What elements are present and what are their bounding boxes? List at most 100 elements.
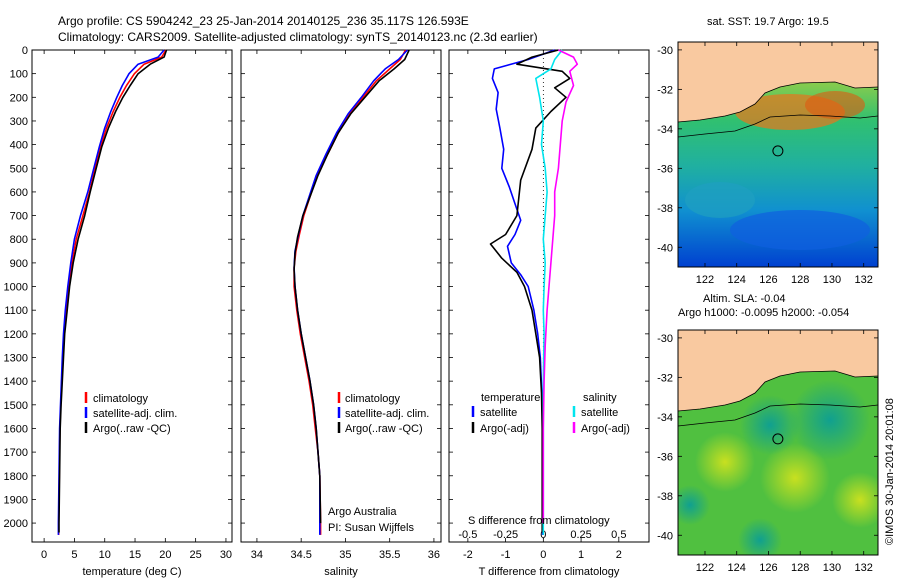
legend-label-t-argo: Argo(-adj) bbox=[480, 423, 529, 435]
x-tick-label: 15 bbox=[129, 549, 141, 561]
depth-tick-label: 500 bbox=[10, 163, 28, 175]
sst-map-ticks: -30 -32 -34 -36 -38 -40 122 124 126 128 130 132 bbox=[657, 42, 878, 286]
lon-tick-label: 122 bbox=[696, 562, 714, 574]
legend-label-climatology: climatology bbox=[345, 393, 401, 405]
series-line-argo-raw-qc- bbox=[293, 49, 410, 524]
header-line-1: Argo profile: CS 5904242_23 25-Jan-2014 … bbox=[58, 14, 469, 28]
series-line-s-argo-adj- bbox=[542, 49, 579, 524]
s-tick-label: -0.5 bbox=[458, 529, 477, 541]
sla-shelf-contour bbox=[678, 403, 878, 427]
x-tick-label: 30 bbox=[220, 549, 232, 561]
sla-high-anomaly bbox=[760, 443, 830, 513]
depth-tick-label: 1900 bbox=[4, 494, 28, 506]
depth-tick-label: 2000 bbox=[4, 518, 28, 530]
sla-low-anomaly bbox=[738, 518, 782, 555]
sst-shelf-contour bbox=[678, 114, 878, 138]
sst-map-title: sat. SST: 19.7 Argo: 19.5 bbox=[707, 16, 829, 28]
series-line-t-satellite bbox=[491, 49, 555, 535]
difference-legend: temperature salinity satellite Argo(-adj… bbox=[471, 392, 630, 435]
temperature-legend: climatology satellite-adj. clim. Argo(..… bbox=[84, 392, 177, 435]
lon-tick-label: 126 bbox=[759, 562, 777, 574]
lon-tick-label: 130 bbox=[823, 274, 841, 286]
depth-tick-label: 1500 bbox=[4, 400, 28, 412]
sst-cool-patch bbox=[730, 210, 870, 250]
depth-tick-label: 400 bbox=[10, 140, 28, 152]
sst-land bbox=[678, 42, 878, 122]
depth-tick-label: 1200 bbox=[4, 329, 28, 341]
sla-high-anomaly bbox=[832, 472, 878, 528]
depth-tick-label: 1300 bbox=[4, 353, 28, 365]
depth-tick-label: 800 bbox=[10, 234, 28, 246]
salinity-axes bbox=[240, 49, 442, 543]
header-line-2: Climatology: CARS2009. Satellite-adjuste… bbox=[58, 30, 538, 44]
sla-map-frame bbox=[677, 329, 879, 556]
imos-watermark: ©IMOS 30-Jan-2014 20:01:08 bbox=[884, 398, 896, 545]
lon-tick-label: 124 bbox=[728, 562, 746, 574]
s-tick-label: -0.25 bbox=[493, 529, 518, 541]
salinity-chart: 34 34.5 35 35.5 36 salinity bbox=[241, 49, 441, 578]
depth-tick-label: 1600 bbox=[4, 423, 28, 435]
depth-tick-label: 200 bbox=[10, 92, 28, 104]
lat-tick-label: -32 bbox=[657, 372, 673, 384]
x-tick-label: -1 bbox=[501, 549, 511, 561]
legend-label-s-satellite: satellite bbox=[581, 407, 618, 419]
depth-tick-label: 1100 bbox=[4, 305, 28, 317]
sla-low-anomaly bbox=[678, 485, 710, 525]
x-tick-label: 34 bbox=[251, 549, 263, 561]
depth-axis: 0 100 200 300 400 500 600 700 800 900 1000 1100 1200… bbox=[4, 45, 28, 530]
lat-tick-label: -30 bbox=[657, 45, 673, 57]
x-tick-label: 1 bbox=[578, 549, 584, 561]
x-tick-label: 5 bbox=[71, 549, 77, 561]
sla-high-anomaly bbox=[695, 432, 755, 492]
series-line-argo-raw-qc- bbox=[58, 49, 168, 533]
lat-tick-label: -36 bbox=[657, 451, 673, 463]
sst-map bbox=[678, 42, 878, 267]
x-tick-label: 35.5 bbox=[379, 549, 400, 561]
sla-map bbox=[678, 330, 878, 555]
lat-tick-label: -34 bbox=[657, 412, 673, 424]
lat-tick-label: -38 bbox=[657, 491, 673, 503]
depth-tick-label: 600 bbox=[10, 187, 28, 199]
legend-label-satellite: satellite-adj. clim. bbox=[93, 408, 177, 420]
depth-tick-label: 1700 bbox=[4, 447, 28, 459]
legend-label-argo: Argo(..raw -QC) bbox=[345, 423, 423, 435]
salinity-legend: climatology satellite-adj. clim. Argo(..… bbox=[337, 392, 429, 435]
legend-label-climatology: climatology bbox=[93, 393, 149, 405]
sla-low-anomaly bbox=[790, 380, 870, 460]
s-tick-label: 0.25 bbox=[570, 529, 591, 541]
series-line-t-argo-adj- bbox=[489, 49, 571, 533]
lat-tick-label: -36 bbox=[657, 163, 673, 175]
temperature-axes bbox=[31, 49, 233, 543]
x-axis-label: salinity bbox=[324, 566, 358, 578]
legend-label-satellite: satellite-adj. clim. bbox=[345, 408, 429, 420]
difference-xlabel-top: S difference from climatology bbox=[468, 515, 610, 527]
temperature-chart: 0 5 10 15 20 25 30 temperature (deg C) bbox=[32, 49, 232, 578]
x-tick-label: 36 bbox=[428, 549, 440, 561]
x-axis-label: T difference from climatology bbox=[479, 566, 620, 578]
depth-tick-label: 1000 bbox=[4, 282, 28, 294]
argo-position-marker bbox=[772, 433, 784, 445]
lon-tick-label: 126 bbox=[759, 274, 777, 286]
depth-tick-label: 1400 bbox=[4, 376, 28, 388]
s-tick-label: 0 bbox=[540, 529, 546, 541]
lon-tick-label: 128 bbox=[791, 274, 809, 286]
lat-tick-label: -32 bbox=[657, 84, 673, 96]
lon-tick-label: 130 bbox=[823, 562, 841, 574]
sst-warm-patch bbox=[805, 91, 865, 119]
sst-coastline bbox=[678, 81, 878, 123]
lon-tick-label: 128 bbox=[791, 562, 809, 574]
depth-tick-label: 900 bbox=[10, 258, 28, 270]
sla-coastline bbox=[678, 370, 878, 412]
x-tick-label: 0 bbox=[540, 549, 546, 561]
series-line-climatology bbox=[57, 49, 167, 535]
x-tick-label: 35 bbox=[339, 549, 351, 561]
argo-position-marker bbox=[772, 145, 784, 157]
lat-tick-label: -40 bbox=[657, 242, 673, 254]
lon-tick-label: 132 bbox=[855, 274, 873, 286]
sla-map-subtitle: Argo h1000: -0.0095 h2000: -0.054 bbox=[678, 307, 849, 319]
depth-tick-label: 300 bbox=[10, 116, 28, 128]
depth-tick-label: 0 bbox=[22, 45, 28, 57]
sst-cool-patch bbox=[685, 182, 755, 218]
x-tick-label: -2 bbox=[463, 549, 473, 561]
legend-title-temperature: temperature bbox=[481, 392, 540, 404]
